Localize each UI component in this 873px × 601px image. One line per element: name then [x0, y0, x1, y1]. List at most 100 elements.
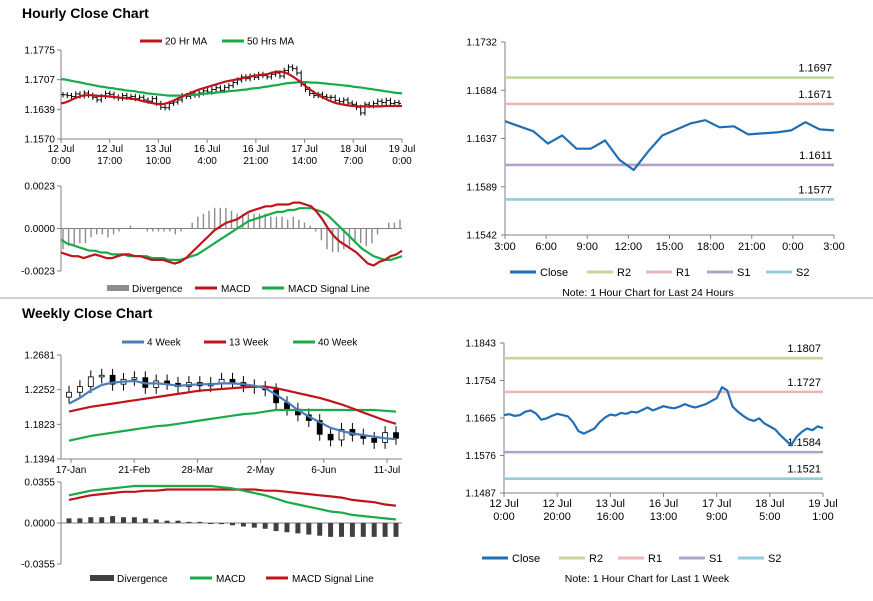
- weekly-price-legend-label: 4 Week: [147, 338, 182, 349]
- hourly-level-y-tick-label: 1.1542: [466, 231, 497, 242]
- weekly-candle-body: [371, 437, 378, 443]
- weekly-macd-divergence-bar: [88, 517, 94, 523]
- weekly-level-x-tick-label: 1:00: [812, 511, 833, 523]
- weekly-level-x-tick-label: 19 Jul: [808, 498, 837, 510]
- hourly-price-legend-label: 50 Hrs MA: [247, 37, 295, 48]
- weekly-level-y-tick-label: 1.1487: [465, 489, 496, 500]
- weekly-macd-y-tick-label: -0.0355: [21, 560, 55, 571]
- weekly-level-x-tick-label: 13:00: [650, 511, 678, 523]
- hourly-price-x-tick-label: 0:00: [51, 156, 71, 167]
- hourly-price-x-tick-label: 17:00: [97, 156, 122, 167]
- weekly-macd-y-tick-label: 0.0000: [24, 519, 55, 530]
- weekly-level-x-tick-label: 9:00: [706, 511, 727, 523]
- hourly-price-x-tick-label: 17 Jul: [291, 144, 318, 155]
- weekly-macd-divergence-bar: [142, 518, 148, 523]
- hourly-level-legend-label: S2: [796, 267, 809, 279]
- hourly-price-y-tick-label: 1.1775: [24, 46, 55, 57]
- weekly-level-x-tick-label: 12 Jul: [542, 498, 571, 510]
- weekly-level-y-tick-label: 1.1576: [465, 451, 496, 462]
- weekly-macd-legend-label: MACD: [216, 574, 245, 585]
- weekly-macd-divergence-bar: [393, 523, 399, 537]
- weekly-level-x-tick-label: 18 Jul: [755, 498, 784, 510]
- hourly-level-legend-label: S1: [737, 267, 750, 279]
- weekly-level-level-r2-label: 1.1807: [787, 343, 821, 355]
- weekly-macd-divergence-bar: [262, 523, 268, 529]
- hourly-macd-legend-label: Divergence: [132, 284, 183, 295]
- weekly-macd-divergence-bar: [131, 517, 137, 523]
- hourly-price-x-tick-label: 13 Jul: [145, 144, 172, 155]
- weekly-macd-divergence-bar: [77, 518, 83, 523]
- ma-4week-line: [68, 379, 397, 441]
- hourly-price-x-tick-label: 19 Jul: [389, 144, 416, 155]
- hourly-macd-chart: 0.0023 0.0000 -0.0023 Divergence MACD MACD Si…: [21, 182, 403, 295]
- weekly-level-legend-label: Close: [512, 553, 540, 565]
- hourly-section-title: Hourly Close Chart: [22, 5, 149, 21]
- weekly-level-level-s1-label: 1.1584: [787, 437, 821, 449]
- hourly-level-x-tick-label: 15:00: [656, 241, 684, 253]
- weekly-macd-divergence-bar: [306, 523, 312, 535]
- weekly-level-legend-label: R2: [589, 553, 603, 565]
- weekly-macd-divergence-bar: [175, 520, 181, 523]
- hourly-level-x-tick-label: 21:00: [738, 241, 766, 253]
- weekly-level-x-tick-label: 20:00: [543, 511, 571, 523]
- weekly-macd-divergence-bar: [66, 518, 72, 523]
- weekly-level-x-tick-label: 0:00: [493, 511, 514, 523]
- weekly-macd-divergence-bar: [339, 523, 344, 537]
- weekly-macd-divergence-bar: [349, 523, 355, 537]
- weekly-macd-divergence-bar: [371, 523, 377, 537]
- weekly-macd-legend-swatch: [90, 575, 114, 581]
- weekly-macd-divergence-bar: [110, 516, 116, 523]
- hourly-level-legend-label: Close: [540, 267, 568, 279]
- weekly-candle-body: [327, 433, 334, 441]
- hourly-level-x-tick-label: 18:00: [697, 241, 725, 253]
- hourly-level-level-s2-label: 1.1577: [798, 184, 832, 196]
- hourly-macd-legend-label: MACD: [221, 284, 250, 295]
- hourly-price-x-tick-label: 14:00: [292, 156, 317, 167]
- hourly-price-x-tick-label: 12 Jul: [48, 144, 75, 155]
- weekly-price-x-tick-label: 6-Jun: [311, 465, 336, 476]
- weekly-price-legend-label: 13 Week: [229, 338, 269, 349]
- weekly-candle-body: [316, 420, 323, 435]
- weekly-level-x-tick-label: 16:00: [597, 511, 625, 523]
- hourly-price-x-tick-label: 0:00: [392, 156, 412, 167]
- hourly-macd-legend-label: MACD Signal Line: [288, 284, 370, 295]
- weekly-level-x-tick-label: 5:00: [759, 511, 780, 523]
- hourly-level-y-tick-label: 1.1637: [466, 134, 497, 145]
- weekly-macd-legend-label: Divergence: [117, 574, 168, 585]
- weekly-candle-body: [338, 429, 345, 441]
- hourly-price-y-tick-label: 1.1707: [24, 75, 55, 86]
- hourly-price-x-tick-label: 12 Jul: [96, 144, 123, 155]
- hourly-level-note: Note: 1 Hour Chart for Last 24 Hours: [562, 287, 734, 299]
- weekly-level-note: Note: 1 Hour Chart for Last 1 Week: [565, 573, 730, 585]
- weekly-macd-divergence-bar: [186, 521, 192, 523]
- weekly-price-x-tick-label: 11-Jul: [374, 465, 401, 476]
- hourly-price-x-tick-label: 16 Jul: [243, 144, 270, 155]
- weekly-level-close-line: [503, 386, 824, 447]
- hourly-price-x-tick-label: 7:00: [344, 156, 364, 167]
- hourly-level-level-r1-label: 1.1671: [798, 89, 832, 101]
- weekly-candle-body: [87, 376, 94, 387]
- weekly-macd-divergence-bar: [164, 520, 170, 523]
- weekly-macd-legend-label: MACD Signal Line: [292, 574, 374, 585]
- weekly-level-y-tick-label: 1.1665: [465, 414, 496, 425]
- weekly-macd-divergence-bar: [208, 523, 214, 524]
- weekly-macd-y-tick-label: 0.0355: [24, 478, 55, 489]
- weekly-level-y-tick-label: 1.1754: [465, 376, 496, 387]
- weekly-macd-divergence-bar: [153, 519, 159, 523]
- weekly-candle-body: [131, 377, 138, 380]
- weekly-price-x-tick-label: 28-Mar: [182, 465, 214, 476]
- weekly-macd-divergence-bar: [382, 523, 388, 537]
- weekly-section-title: Weekly Close Chart: [22, 305, 153, 321]
- hourly-macd-signal-line: [60, 207, 403, 261]
- weekly-level-legend-label: S2: [768, 553, 781, 565]
- hourly-level-legend-label: R2: [617, 267, 631, 279]
- weekly-macd-divergence-bar: [121, 517, 126, 523]
- weekly-macd-divergence-bar: [360, 523, 366, 537]
- hourly-price-x-tick-label: 4:00: [197, 156, 217, 167]
- weekly-price-legend-label: 40 Week: [318, 338, 358, 349]
- weekly-price-x-tick-label: 21-Feb: [118, 465, 150, 476]
